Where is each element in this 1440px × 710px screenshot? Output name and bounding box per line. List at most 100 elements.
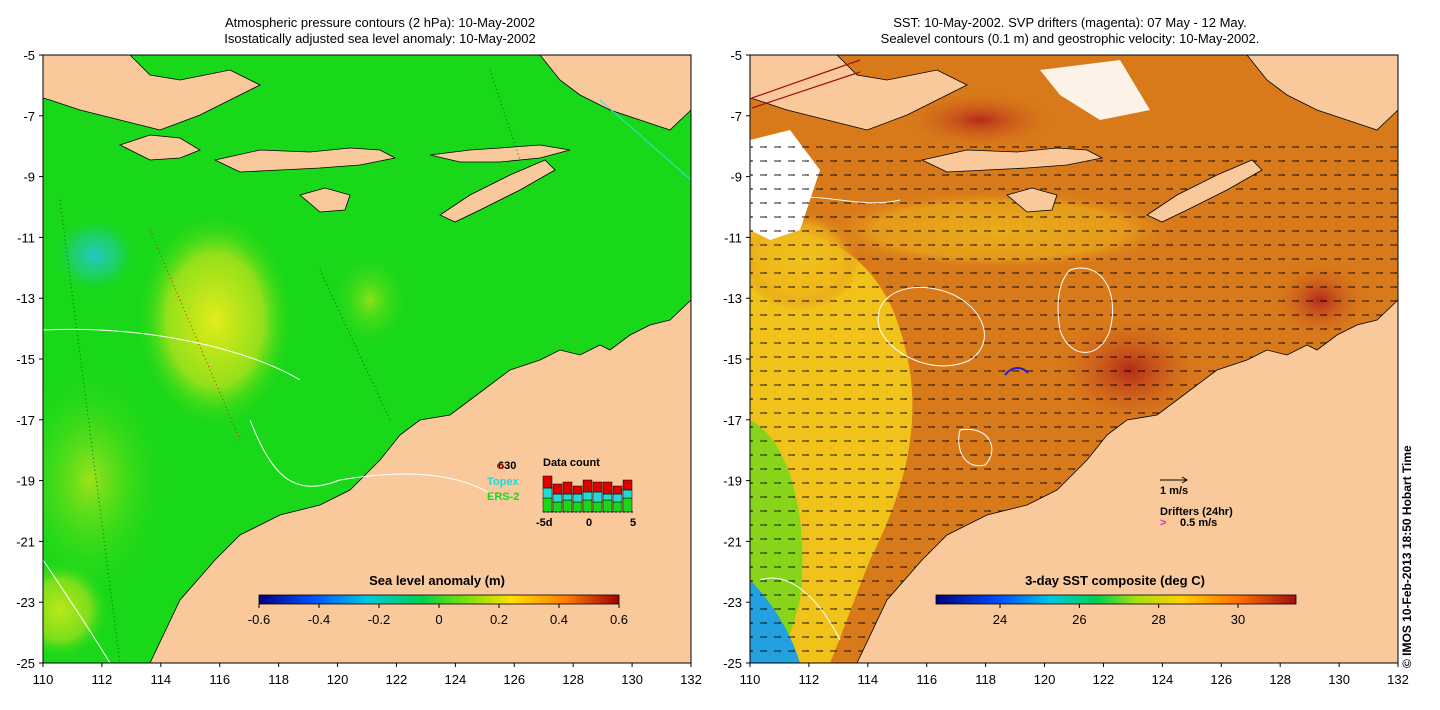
sla-land-flores xyxy=(213,147,397,173)
left-title-line1: Atmospheric pressure contours (2 hPa): 1… xyxy=(225,15,535,30)
sst-colorbar-gradient xyxy=(935,594,1297,605)
data-count-bar xyxy=(622,489,633,499)
sst-cbar-tick-label: 24 xyxy=(993,612,1007,627)
mission-topex: Topex xyxy=(487,476,519,488)
sla-x-tick-label: 118 xyxy=(268,672,289,687)
sla-x-tick-label: 126 xyxy=(503,672,525,687)
left-title-line2: Isostatically adjusted sea level anomaly… xyxy=(224,31,536,46)
sst-y-axis: -5 -7 -9 -11 -13 -15 -17 -19 -21 -23 -25 xyxy=(723,48,750,671)
sla-mid-anomaly xyxy=(330,250,410,350)
sst-colorbar-title: 3-day SST composite (deg C) xyxy=(1025,573,1205,588)
left-title: Atmospheric pressure contours (2 hPa): 1… xyxy=(110,15,650,47)
sst-land-sumba xyxy=(1006,187,1058,213)
data-count-bar xyxy=(562,493,573,501)
sla-cbar-tick-label: -0.2 xyxy=(368,612,390,627)
sla-colorbar-title: Sea level anomaly (m) xyxy=(369,573,505,588)
data-count-bar xyxy=(612,485,623,495)
sst-y-tick-label: -13 xyxy=(723,291,742,306)
sst-y-tick-label: -7 xyxy=(730,109,742,124)
sla-y-tick-label: -7 xyxy=(23,109,35,124)
sla-y-tick-label: -15 xyxy=(16,352,35,367)
sla-west-anomaly xyxy=(43,360,170,600)
sla-y-tick-label: -19 xyxy=(16,474,35,489)
sla-y-tick-label: -23 xyxy=(16,595,35,610)
right-title-line1: SST: 10-May-2002. SVP drifters (magenta)… xyxy=(893,15,1247,30)
sla-x-tick-label: 110 xyxy=(33,672,54,687)
drifter-marker-icon: > xyxy=(1160,517,1166,529)
sst-y-tick-label: -15 xyxy=(723,352,742,367)
sst-y-tick-label: -5 xyxy=(730,48,742,63)
sst-land-northeast xyxy=(1246,55,1398,131)
sla-y-tick-label: -9 xyxy=(23,170,35,185)
pressure-contour xyxy=(249,419,501,501)
sealevel-contour xyxy=(779,196,901,204)
sla-y-tick-label: -25 xyxy=(16,656,35,671)
sst-x-axis: 110 112 114 116 118 120 122 124 126 128 130 132 xyxy=(740,663,1409,687)
sst-cbar-tick-label: 30 xyxy=(1231,612,1245,627)
right-title: SST: 10-May-2002. SVP drifters (magenta)… xyxy=(790,15,1350,47)
data-count-bar xyxy=(622,479,633,491)
sla-x-tick-label: 112 xyxy=(92,672,113,687)
sla-x-tick-label: 132 xyxy=(680,672,702,687)
data-count-bar xyxy=(562,481,573,495)
data-count-axis-end: 5 xyxy=(630,517,636,529)
data-count-bar xyxy=(562,499,573,513)
data-count-bar xyxy=(592,491,603,503)
velocity-legend-label: 1 m/s xyxy=(1160,485,1188,497)
sst-land-flores xyxy=(920,147,1104,173)
svp-drifter-track xyxy=(1004,367,1029,376)
ship-track xyxy=(751,59,861,99)
arrowhead-icon xyxy=(1181,476,1188,484)
sst-x-tick-label: 124 xyxy=(1152,672,1174,687)
sla-x-tick-label: 124 xyxy=(445,672,467,687)
data-count-bar xyxy=(612,501,623,513)
sst-x-tick-label: 126 xyxy=(1210,672,1232,687)
sla-y-axis: -5 -7 -9 -11 -13 -15 -17 -19 -21 -23 -25 xyxy=(16,48,43,671)
sealevel-contour xyxy=(877,286,985,367)
data-count-bar xyxy=(592,501,603,513)
sla-land-timor xyxy=(439,159,556,223)
sst-land-timor xyxy=(1146,159,1263,223)
data-count-bar xyxy=(542,475,553,489)
sla-land-sumba xyxy=(299,187,351,213)
data-count-bar xyxy=(622,497,633,513)
pressure-contour xyxy=(43,559,111,663)
velocity-legend: 1 m/s Drifters (24hr) > 0.5 m/s xyxy=(1160,476,1233,529)
sst-y-tick-label: -11 xyxy=(724,230,742,245)
sst-cbar-tick-label: 26 xyxy=(1072,612,1086,627)
sla-colorbar: Sea level anomaly (m) -0.6 -0.4 -0.2 0 0.2 0.… xyxy=(245,570,628,627)
sla-y-tick-label: -11 xyxy=(17,230,35,245)
ship-track xyxy=(751,71,861,109)
data-count-bar xyxy=(572,493,583,503)
sla-high-anomaly xyxy=(135,210,295,430)
sla-colorbar-gradient xyxy=(258,594,620,605)
sla-land-sumbawa xyxy=(118,134,201,161)
sst-x-tick-label: 122 xyxy=(1093,672,1115,687)
sla-map xyxy=(43,55,691,663)
data-count-inset: 630 Topex ERS-2 Data count -5d 0 5 xyxy=(487,457,636,529)
sla-x-tick-label: 120 xyxy=(327,672,349,687)
data-count-title: Data count xyxy=(543,457,600,469)
sst-x-tick-label: 132 xyxy=(1387,672,1409,687)
sla-x-tick-label: 130 xyxy=(621,672,643,687)
sst-x-tick-label: 120 xyxy=(1034,672,1056,687)
data-count-bar xyxy=(542,487,553,499)
data-count-bar xyxy=(552,501,563,513)
sst-colorbar: 3-day SST composite (deg C) 24 26 28 30 xyxy=(935,570,1297,627)
data-count-bar xyxy=(572,501,583,513)
sla-x-tick-label: 128 xyxy=(562,672,584,687)
data-count-bar xyxy=(602,499,613,513)
sealevel-contour xyxy=(958,428,993,467)
sst-x-tick-label: 118 xyxy=(975,672,996,687)
right-title-line2: Sealevel contours (0.1 m) and geostrophi… xyxy=(880,31,1260,46)
sla-land-islands-north xyxy=(43,55,261,131)
sla-low-anomaly xyxy=(50,215,140,295)
sst-y-tick-label: -19 xyxy=(723,474,742,489)
sla-y-tick-label: -17 xyxy=(16,413,35,428)
copyright-notice: © IMOS 10-Feb-2013 18:50 Hobart Time xyxy=(1400,445,1414,668)
sla-x-tick-label: 114 xyxy=(150,672,171,687)
sla-cbar-tick-label: 0 xyxy=(435,612,442,627)
sst-cbar-tick-label: 28 xyxy=(1151,612,1165,627)
pressure-contour xyxy=(43,328,301,381)
